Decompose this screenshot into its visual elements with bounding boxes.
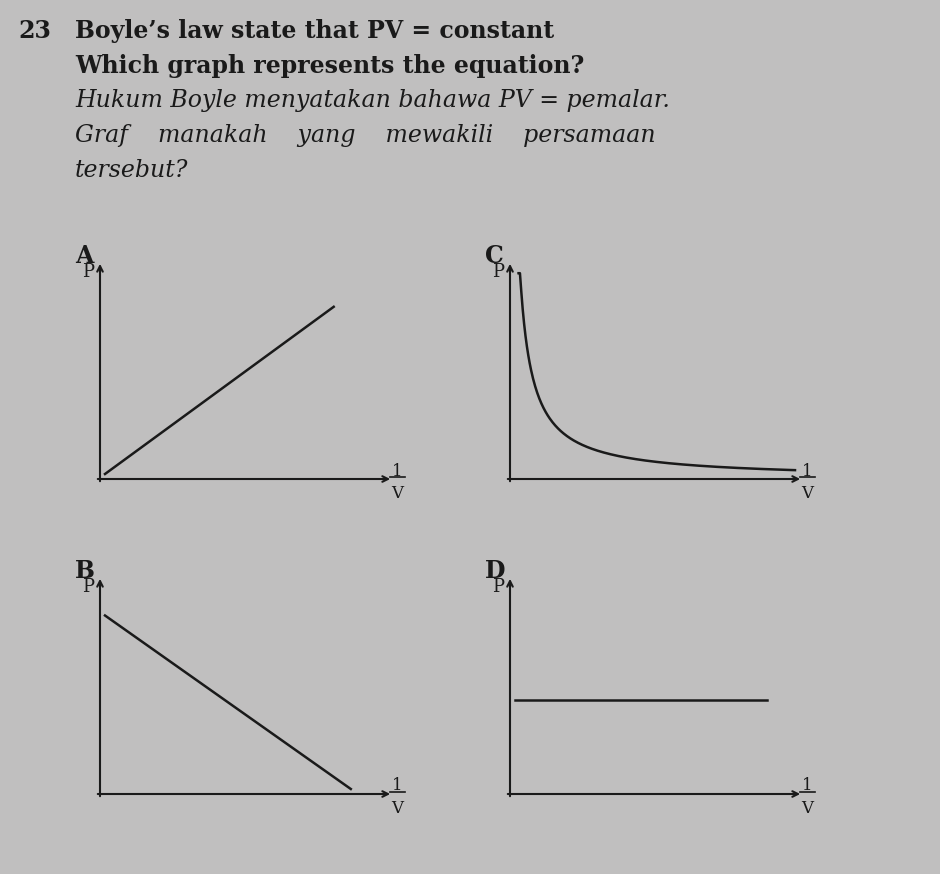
Text: 1: 1 [802, 462, 812, 480]
Text: P: P [82, 578, 94, 596]
Text: V: V [801, 800, 813, 817]
Text: P: P [492, 263, 504, 281]
Text: C: C [485, 244, 504, 268]
Text: A: A [75, 244, 93, 268]
Text: Hukum Boyle menyatakan bahawa PV = pemalar.: Hukum Boyle menyatakan bahawa PV = pemal… [75, 89, 670, 112]
Text: B: B [75, 559, 95, 583]
Text: 1: 1 [802, 778, 812, 794]
Text: tersebut?: tersebut? [75, 159, 188, 182]
Text: V: V [801, 485, 813, 502]
Text: P: P [492, 578, 504, 596]
Text: 1: 1 [392, 778, 402, 794]
Text: D: D [485, 559, 506, 583]
Text: V: V [391, 800, 403, 817]
Text: 1: 1 [392, 462, 402, 480]
Text: Graf    manakah    yang    mewakili    persamaan: Graf manakah yang mewakili persamaan [75, 124, 655, 147]
Text: Boyle’s law state that PV = constant: Boyle’s law state that PV = constant [75, 19, 554, 43]
Text: P: P [82, 263, 94, 281]
Text: 23: 23 [18, 19, 51, 43]
Text: Which graph represents the equation?: Which graph represents the equation? [75, 54, 585, 78]
Text: V: V [391, 485, 403, 502]
